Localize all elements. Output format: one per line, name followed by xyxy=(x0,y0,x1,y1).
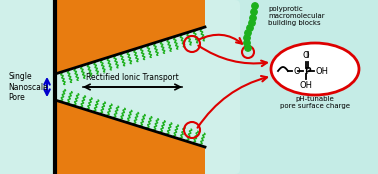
FancyBboxPatch shape xyxy=(200,0,240,174)
Polygon shape xyxy=(55,27,205,147)
Text: P: P xyxy=(304,66,311,76)
Text: O: O xyxy=(293,66,300,76)
Circle shape xyxy=(251,9,257,15)
Polygon shape xyxy=(0,0,55,174)
Circle shape xyxy=(244,40,250,46)
Text: ‖: ‖ xyxy=(305,51,308,58)
Polygon shape xyxy=(55,100,205,174)
Circle shape xyxy=(244,35,250,41)
Circle shape xyxy=(250,15,256,21)
Text: polyprotic
macromolecular
building blocks: polyprotic macromolecular building block… xyxy=(268,6,325,26)
Polygon shape xyxy=(55,0,205,74)
Circle shape xyxy=(245,30,251,36)
Text: Single
Nanoscale
Pore: Single Nanoscale Pore xyxy=(8,72,48,102)
Polygon shape xyxy=(205,0,234,174)
Text: OH: OH xyxy=(299,81,313,90)
Text: Rectified Ionic Transport: Rectified Ionic Transport xyxy=(86,73,178,82)
Text: O: O xyxy=(303,51,309,60)
Text: OH: OH xyxy=(315,66,328,76)
Circle shape xyxy=(252,3,258,9)
Circle shape xyxy=(247,25,253,31)
Text: pH-tunable
pore surface charge: pH-tunable pore surface charge xyxy=(280,96,350,109)
Ellipse shape xyxy=(271,43,359,95)
Circle shape xyxy=(249,20,255,26)
Circle shape xyxy=(245,45,251,51)
